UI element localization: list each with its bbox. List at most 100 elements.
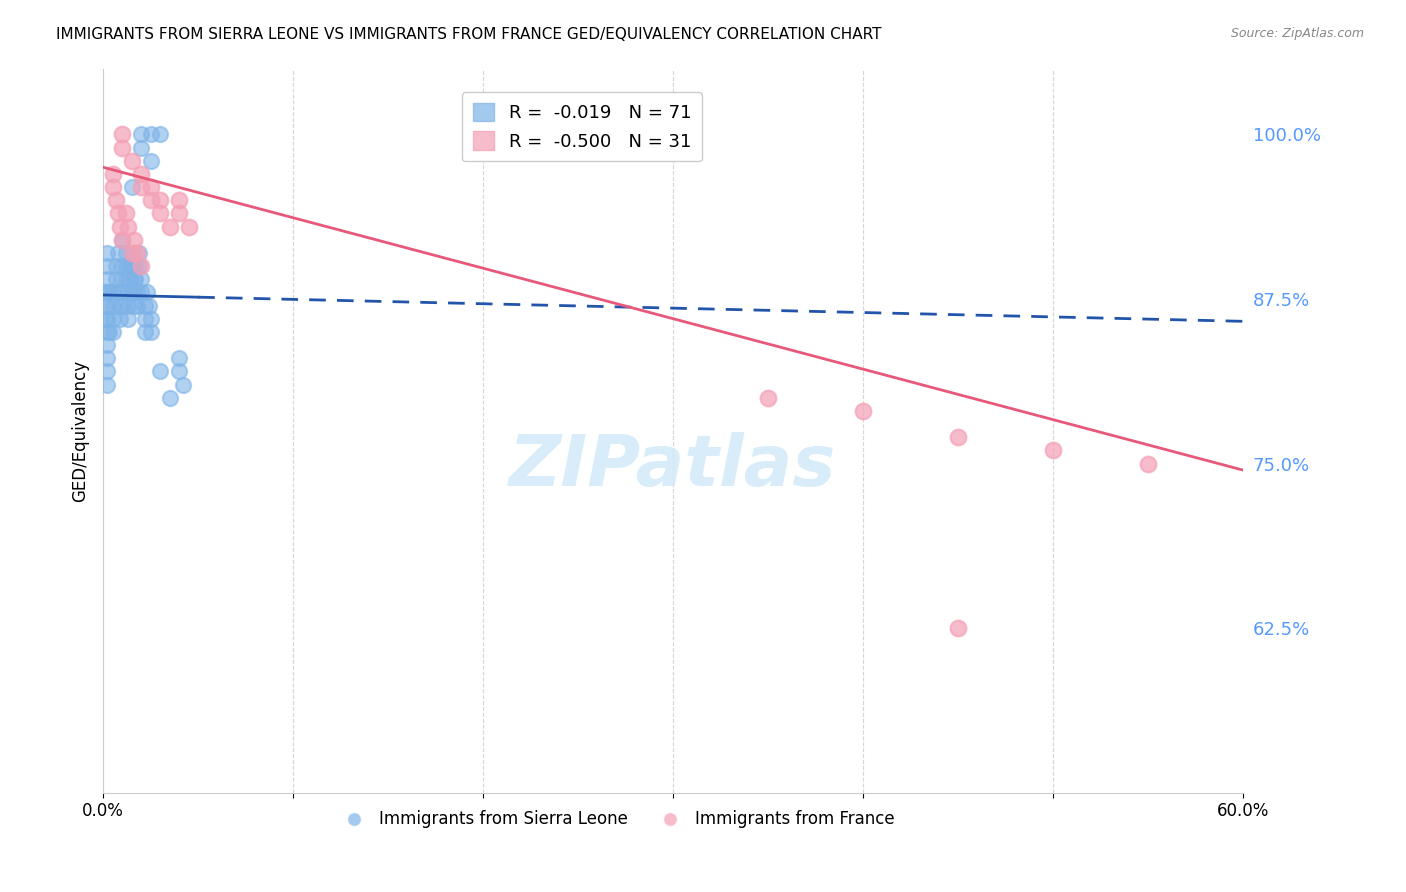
- Point: [167, 364, 190, 378]
- Point: [128, 259, 150, 273]
- Point: [97, 285, 120, 300]
- Point: [127, 285, 149, 300]
- Point: [1042, 443, 1064, 458]
- Point: [107, 285, 129, 300]
- Point: [124, 259, 146, 273]
- Point: [127, 245, 149, 260]
- Point: [96, 325, 118, 339]
- Point: [122, 233, 145, 247]
- Point: [135, 285, 157, 300]
- Point: [110, 298, 132, 312]
- Point: [139, 325, 162, 339]
- Point: [111, 140, 134, 154]
- Point: [177, 219, 200, 234]
- Point: [129, 140, 152, 154]
- Point: [117, 298, 139, 312]
- Point: [117, 219, 139, 234]
- Point: [121, 259, 143, 273]
- Point: [101, 311, 124, 326]
- Point: [96, 351, 118, 366]
- Point: [139, 153, 162, 168]
- Point: [946, 430, 969, 444]
- Point: [121, 245, 143, 260]
- Point: [121, 153, 143, 168]
- Point: [94, 311, 117, 326]
- Point: [96, 259, 118, 273]
- Point: [115, 245, 138, 260]
- Point: [101, 325, 124, 339]
- Point: [159, 219, 181, 234]
- Point: [101, 285, 124, 300]
- Point: [1136, 457, 1159, 471]
- Legend: Immigrants from Sierra Leone, Immigrants from France: Immigrants from Sierra Leone, Immigrants…: [330, 804, 901, 835]
- Point: [129, 285, 152, 300]
- Point: [129, 259, 152, 273]
- Point: [101, 167, 124, 181]
- Point: [110, 311, 132, 326]
- Point: [118, 259, 141, 273]
- Point: [124, 272, 146, 286]
- Point: [115, 272, 138, 286]
- Point: [117, 311, 139, 326]
- Point: [105, 193, 128, 207]
- Point: [129, 128, 152, 142]
- Text: Source: ZipAtlas.com: Source: ZipAtlas.com: [1230, 27, 1364, 40]
- Point: [115, 206, 138, 220]
- Point: [94, 285, 117, 300]
- Point: [111, 128, 134, 142]
- Point: [107, 245, 129, 260]
- Point: [111, 298, 134, 312]
- Point: [96, 338, 118, 352]
- Point: [149, 193, 172, 207]
- Point: [149, 364, 172, 378]
- Point: [111, 233, 134, 247]
- Point: [96, 311, 118, 326]
- Point: [129, 272, 152, 286]
- Text: IMMIGRANTS FROM SIERRA LEONE VS IMMIGRANTS FROM FRANCE GED/EQUIVALENCY CORRELATI: IMMIGRANTS FROM SIERRA LEONE VS IMMIGRAN…: [56, 27, 882, 42]
- Point: [96, 377, 118, 392]
- Point: [105, 272, 128, 286]
- Point: [172, 377, 194, 392]
- Point: [96, 364, 118, 378]
- Point: [127, 298, 149, 312]
- Point: [111, 272, 134, 286]
- Point: [167, 351, 190, 366]
- Point: [121, 180, 143, 194]
- Point: [105, 259, 128, 273]
- Point: [96, 245, 118, 260]
- Point: [134, 325, 156, 339]
- Point: [122, 272, 145, 286]
- Point: [946, 621, 969, 635]
- Point: [97, 325, 120, 339]
- Point: [121, 285, 143, 300]
- Point: [149, 206, 172, 220]
- Point: [111, 259, 134, 273]
- Point: [122, 298, 145, 312]
- Point: [167, 206, 190, 220]
- Y-axis label: GED/Equivalency: GED/Equivalency: [72, 359, 89, 501]
- Point: [128, 245, 150, 260]
- Point: [167, 193, 190, 207]
- Point: [111, 285, 134, 300]
- Point: [149, 128, 172, 142]
- Point: [139, 180, 162, 194]
- Point: [118, 272, 141, 286]
- Point: [111, 233, 134, 247]
- Point: [101, 298, 124, 312]
- Text: ZIPatlas: ZIPatlas: [509, 433, 837, 501]
- Point: [139, 128, 162, 142]
- Point: [159, 391, 181, 405]
- Point: [134, 298, 156, 312]
- Point: [129, 180, 152, 194]
- Point: [134, 311, 156, 326]
- Point: [96, 298, 118, 312]
- Point: [115, 259, 138, 273]
- Point: [101, 180, 124, 194]
- Point: [121, 245, 143, 260]
- Point: [110, 219, 132, 234]
- Point: [96, 285, 118, 300]
- Point: [138, 298, 160, 312]
- Point: [94, 298, 117, 312]
- Point: [139, 311, 162, 326]
- Point: [852, 404, 875, 418]
